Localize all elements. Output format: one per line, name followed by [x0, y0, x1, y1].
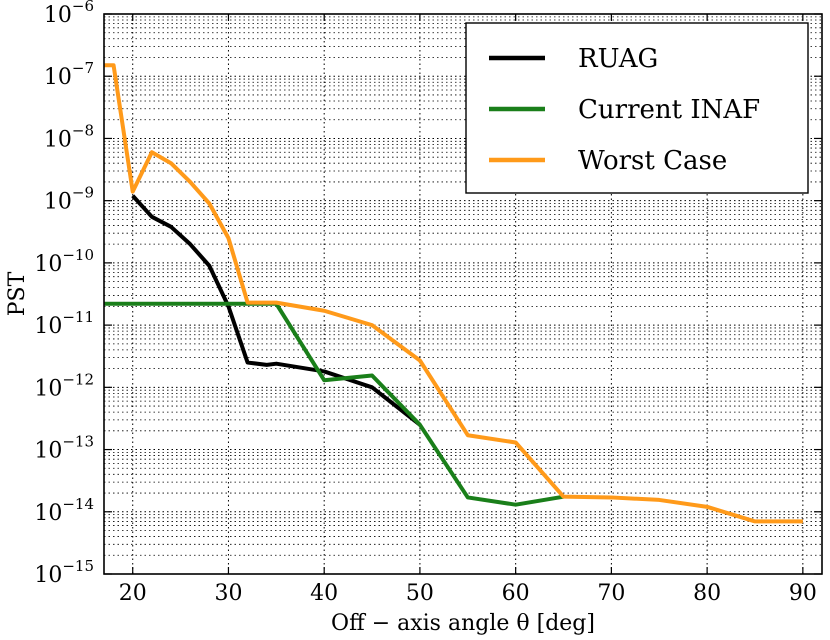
y-tick-label: 10−7: [44, 59, 94, 90]
x-tick-label: 40: [310, 581, 338, 606]
grid: [104, 13, 822, 575]
legend-label: Current INAF: [578, 95, 760, 125]
y-tick-label: 10−11: [34, 308, 94, 339]
y-tick-label: 10−6: [44, 0, 94, 28]
x-tick-label: 30: [214, 581, 242, 606]
legend-label: Worst Case: [578, 146, 727, 176]
y-tick-label: 10−9: [44, 184, 94, 215]
x-tick-label: 50: [406, 581, 434, 606]
y-tick-label: 10−10: [34, 246, 94, 277]
y-tick-label: 10−13: [34, 433, 94, 464]
y-axis-label: PST: [5, 271, 30, 316]
series-lines: [104, 63, 803, 524]
x-tick-label: 60: [502, 581, 530, 606]
x-tick-labels: 20 30 40 50 60 70 80 90: [119, 581, 817, 606]
y-tick-label: 10−12: [34, 370, 94, 401]
y-tick-label: 10−14: [34, 495, 94, 526]
x-tick-label: 70: [597, 581, 625, 606]
y-tick-label: 10−15: [34, 557, 94, 588]
x-axis-label: Off − axis angle θ [deg]: [331, 611, 595, 636]
legend-label: RUAG: [578, 44, 658, 74]
x-tick-label: 90: [789, 581, 817, 606]
y-tick-labels: 10−15 10−14 10−13 10−12 10−11 10−10 10−9 10−8 10…: [34, 0, 94, 588]
series-line: [104, 301, 564, 507]
legend: RUAG Current INAF Worst Case: [465, 22, 809, 194]
x-tick-label: 80: [693, 581, 721, 606]
y-tick-label: 10−8: [44, 121, 94, 152]
tick-marks: [104, 13, 822, 575]
series-line: [104, 63, 803, 524]
series-line: [131, 194, 422, 427]
x-tick-label: 20: [119, 581, 147, 606]
plot-frame: [103, 13, 823, 575]
